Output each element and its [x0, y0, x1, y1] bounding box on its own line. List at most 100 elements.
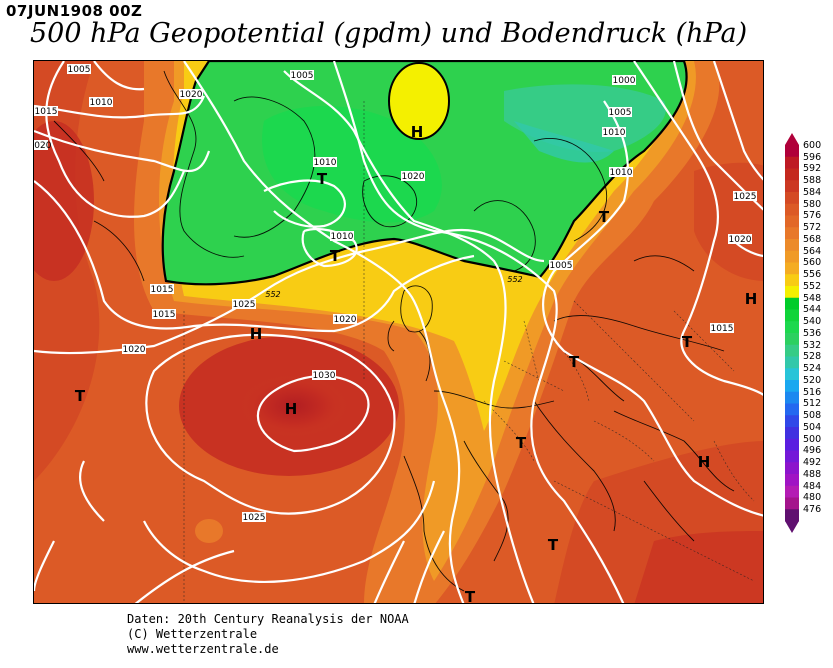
legend-swatch: [785, 215, 799, 228]
legend-swatch: [785, 485, 799, 498]
legend-label: 532: [803, 339, 822, 351]
weather-map[interactable]: 1005 1010 1015 1020 1020 1015 1015 1020 …: [33, 60, 764, 604]
isobar-label: 1005: [290, 70, 314, 81]
isobar-label: 1015: [152, 309, 176, 320]
legend-swatch: [785, 227, 799, 240]
isobar-label: 1025: [242, 512, 266, 523]
svg-text:1010: 1010: [603, 128, 626, 138]
field-orange-spot: [195, 519, 223, 543]
credit-data-source: Daten: 20th Century Reanalysis der NOAA: [127, 612, 409, 626]
pressure-centers: T T H H H T T T T T H T H T: [75, 123, 758, 604]
high-center: H: [745, 290, 758, 308]
field-yellow-ridge: [388, 62, 450, 140]
legend-label: 592: [803, 163, 822, 175]
legend-swatch: [785, 356, 799, 369]
legend-label: 564: [803, 245, 822, 257]
low-center: T: [516, 434, 527, 452]
high-center: H: [250, 325, 263, 343]
isobar-label: 1015: [34, 106, 58, 117]
legend-swatch: [785, 438, 799, 451]
high-center: H: [698, 453, 711, 471]
legend-swatch: [785, 415, 799, 428]
legend-label: 568: [803, 233, 822, 245]
legend-swatch: [785, 239, 799, 252]
credit-copyright: (C) Wetterzentrale: [127, 627, 258, 641]
contour-label-552: 552: [507, 275, 522, 284]
borders: [183, 101, 755, 601]
isobar-label: 1000: [612, 75, 636, 86]
legend-swatch: [785, 203, 799, 216]
legend-label: 504: [803, 421, 822, 433]
isobar-label: 1015: [150, 284, 174, 295]
svg-text:1020: 1020: [123, 345, 146, 355]
svg-text:1015: 1015: [711, 324, 734, 334]
isobar-label: 1005: [549, 260, 573, 271]
isobar-labels: 1005 1010 1015 1020 1020 1015 1015 1020 …: [34, 64, 757, 523]
isobar-label: 1025: [232, 299, 256, 310]
high-center: H: [411, 123, 424, 141]
color-legend: 600 596 592 588 584 580 576 572 568 564 560 556 552 5…: [785, 133, 825, 533]
isobar-label: 1020: [333, 314, 357, 325]
isobar-label: 1030: [312, 370, 336, 381]
legend-swatch: [785, 403, 799, 416]
low-center: T: [465, 588, 476, 604]
legend-swatch: [785, 262, 799, 275]
field-nw-warm: [34, 121, 94, 281]
legend-label: 544: [803, 304, 822, 316]
svg-text:1005: 1005: [291, 71, 314, 81]
svg-text:1005: 1005: [550, 261, 573, 271]
legend-swatch: [785, 497, 799, 510]
legend-arrow-bottom: [785, 521, 799, 533]
legend-swatch: [785, 368, 799, 381]
svg-text:1010: 1010: [610, 168, 633, 178]
low-center: T: [317, 170, 328, 188]
legend-label: 560: [803, 257, 822, 269]
legend-label: 552: [803, 280, 822, 292]
legend-swatch: [785, 462, 799, 475]
svg-text:1000: 1000: [613, 76, 636, 86]
legend-label: 488: [803, 468, 822, 480]
legend-label: 600: [803, 139, 822, 151]
low-center: T: [548, 536, 559, 554]
legend-colorbar: [785, 133, 799, 533]
legend-swatch: [785, 509, 799, 522]
svg-text:1005: 1005: [609, 108, 632, 118]
svg-text:1015: 1015: [153, 310, 176, 320]
isobar-label: 1015: [710, 323, 734, 334]
legend-label: 540: [803, 316, 822, 328]
svg-text:1020: 1020: [334, 315, 357, 325]
legend-swatch: [785, 250, 799, 263]
svg-text:1020: 1020: [34, 141, 52, 151]
legend-label: 512: [803, 398, 822, 410]
isobar-label: 1020: [34, 140, 52, 151]
legend-label: 516: [803, 386, 822, 398]
legend-label: 496: [803, 445, 822, 457]
legend-swatch: [785, 309, 799, 322]
high-center: H: [285, 400, 298, 418]
low-center: T: [599, 208, 610, 226]
legend-swatch: [785, 380, 799, 393]
legend-swatch: [785, 391, 799, 404]
legend-label: 536: [803, 327, 822, 339]
isobar-label: 1010: [313, 157, 337, 168]
legend-label: 480: [803, 492, 822, 504]
svg-text:1010: 1010: [331, 232, 354, 242]
legend-label: 524: [803, 363, 822, 375]
legend-label: 588: [803, 175, 822, 187]
legend-swatch: [785, 321, 799, 334]
legend-label: 576: [803, 210, 822, 222]
legend-swatch: [785, 168, 799, 181]
isobar-label: 1010: [330, 231, 354, 242]
legend-label: 492: [803, 457, 822, 469]
legend-label: 596: [803, 151, 822, 163]
svg-text:1015: 1015: [151, 285, 174, 295]
isobar-label: 1010: [609, 167, 633, 178]
legend-label: 580: [803, 198, 822, 210]
low-center: T: [569, 353, 580, 371]
field-se-warmer: [634, 531, 763, 603]
legend-label: 500: [803, 433, 822, 445]
svg-text:1025: 1025: [233, 300, 256, 310]
legend-swatch: [785, 192, 799, 205]
legend-swatch: [785, 427, 799, 440]
low-center: T: [75, 387, 86, 405]
